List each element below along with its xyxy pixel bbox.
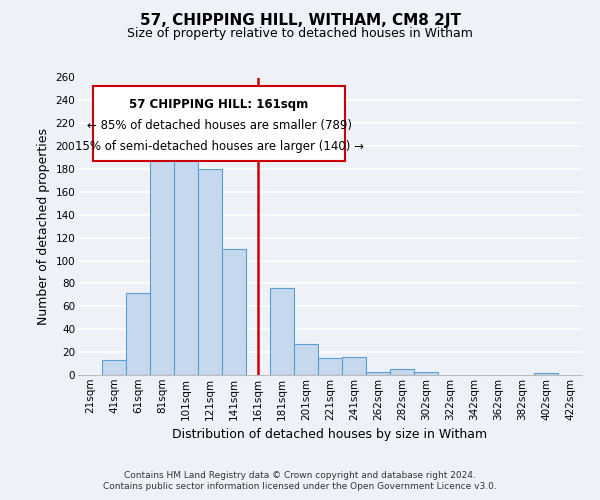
FancyBboxPatch shape	[93, 86, 345, 161]
Text: Contains HM Land Registry data © Crown copyright and database right 2024.: Contains HM Land Registry data © Crown c…	[124, 471, 476, 480]
Bar	[222, 249, 246, 375]
Text: 57, CHIPPING HILL, WITHAM, CM8 2JT: 57, CHIPPING HILL, WITHAM, CM8 2JT	[139, 12, 461, 28]
Bar	[342, 356, 366, 375]
Bar	[534, 372, 558, 375]
Text: Contains public sector information licensed under the Open Government Licence v3: Contains public sector information licen…	[103, 482, 497, 491]
Text: 15% of semi-detached houses are larger (140) →: 15% of semi-detached houses are larger (…	[74, 140, 364, 153]
Y-axis label: Number of detached properties: Number of detached properties	[37, 128, 50, 325]
Text: ← 85% of detached houses are smaller (789): ← 85% of detached houses are smaller (78…	[86, 119, 352, 132]
Bar	[390, 370, 414, 375]
Bar	[174, 130, 198, 375]
Bar	[270, 288, 294, 375]
Bar	[414, 372, 438, 375]
Text: 57 CHIPPING HILL: 161sqm: 57 CHIPPING HILL: 161sqm	[130, 98, 309, 112]
Bar	[198, 169, 222, 375]
Bar	[150, 142, 174, 375]
Bar	[366, 372, 390, 375]
Bar	[294, 344, 318, 375]
Bar	[102, 360, 126, 375]
Bar	[318, 358, 342, 375]
X-axis label: Distribution of detached houses by size in Witham: Distribution of detached houses by size …	[172, 428, 488, 441]
Text: Size of property relative to detached houses in Witham: Size of property relative to detached ho…	[127, 28, 473, 40]
Bar	[126, 292, 150, 375]
